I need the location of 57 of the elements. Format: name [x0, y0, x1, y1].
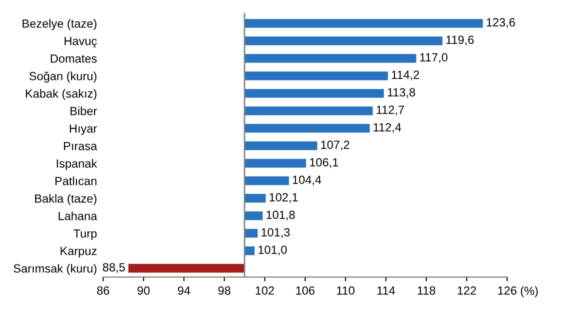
y-tick-label: Domates — [50, 54, 97, 63]
y-tick-label: Ispanak — [56, 159, 98, 170]
x-tick-label: 118 — [418, 286, 436, 295]
x-tick-label: 94 — [178, 286, 190, 295]
x-tick-label: 122 — [458, 286, 476, 295]
x-tick-label: 98 — [218, 286, 230, 295]
data-label: 88,5 — [102, 263, 125, 273]
bar — [128, 264, 245, 273]
x-tick-label: 110 — [337, 286, 354, 295]
data-label: 107,2 — [321, 140, 350, 150]
data-label: 123,6 — [486, 18, 515, 28]
y-tick-label: Patlıcan — [55, 176, 96, 186]
bar — [244, 228, 258, 238]
bar — [244, 71, 388, 80]
y-tick-label: Sarımsak (kuru) — [14, 264, 96, 275]
y-tick-label: Hıyar — [70, 124, 97, 136]
y-tick-label: Karpuz — [60, 246, 97, 258]
data-label: 104,4 — [292, 176, 322, 186]
data-label: 119,6 — [446, 36, 474, 46]
data-label: 101,0 — [258, 246, 287, 256]
bar — [244, 246, 255, 256]
y-tick-label: Bezelye (taze) — [22, 19, 96, 30]
bar — [244, 36, 442, 46]
y-tick-label: Turp — [74, 229, 97, 240]
bar — [244, 18, 483, 28]
y-tick-label: Kabak (sakız) — [26, 89, 96, 100]
data-label: 117,0 — [420, 53, 448, 63]
bar — [244, 124, 370, 133]
data-label: 102,1 — [270, 193, 298, 203]
data-label: 114,2 — [392, 70, 420, 80]
x-axis-title: (%) — [520, 286, 538, 298]
x-tick-label: 90 — [138, 286, 150, 295]
y-tick-label: Biber — [70, 106, 97, 116]
data-label: 101,3 — [262, 228, 290, 238]
bar — [244, 106, 373, 116]
bar — [244, 194, 266, 203]
bar — [244, 158, 306, 168]
bar — [244, 54, 416, 63]
x-tick-label: 126 — [498, 286, 516, 295]
data-label: 112,4 — [374, 123, 402, 133]
x-tick-label: 114 — [377, 286, 395, 295]
data-label: 106,1 — [310, 158, 338, 168]
bar — [244, 176, 289, 186]
bar — [244, 211, 263, 220]
x-tick-label: 106 — [296, 286, 314, 295]
data-label: 101,8 — [266, 210, 295, 220]
bar — [244, 88, 384, 98]
y-tick-label: Lahana — [58, 212, 98, 220]
bar — [244, 141, 318, 150]
data-label: 112,7 — [376, 106, 404, 116]
y-tick-label: Bakla (taze) — [35, 194, 96, 206]
x-tick-label: 86 — [97, 286, 110, 295]
y-tick-label: Pırasa — [64, 142, 98, 150]
data-label: 113,8 — [388, 88, 416, 98]
y-tick-label: Soğan (kuru) — [29, 71, 96, 83]
x-tick-label: 102 — [256, 286, 274, 295]
y-tick-label: Havuç — [64, 36, 97, 48]
